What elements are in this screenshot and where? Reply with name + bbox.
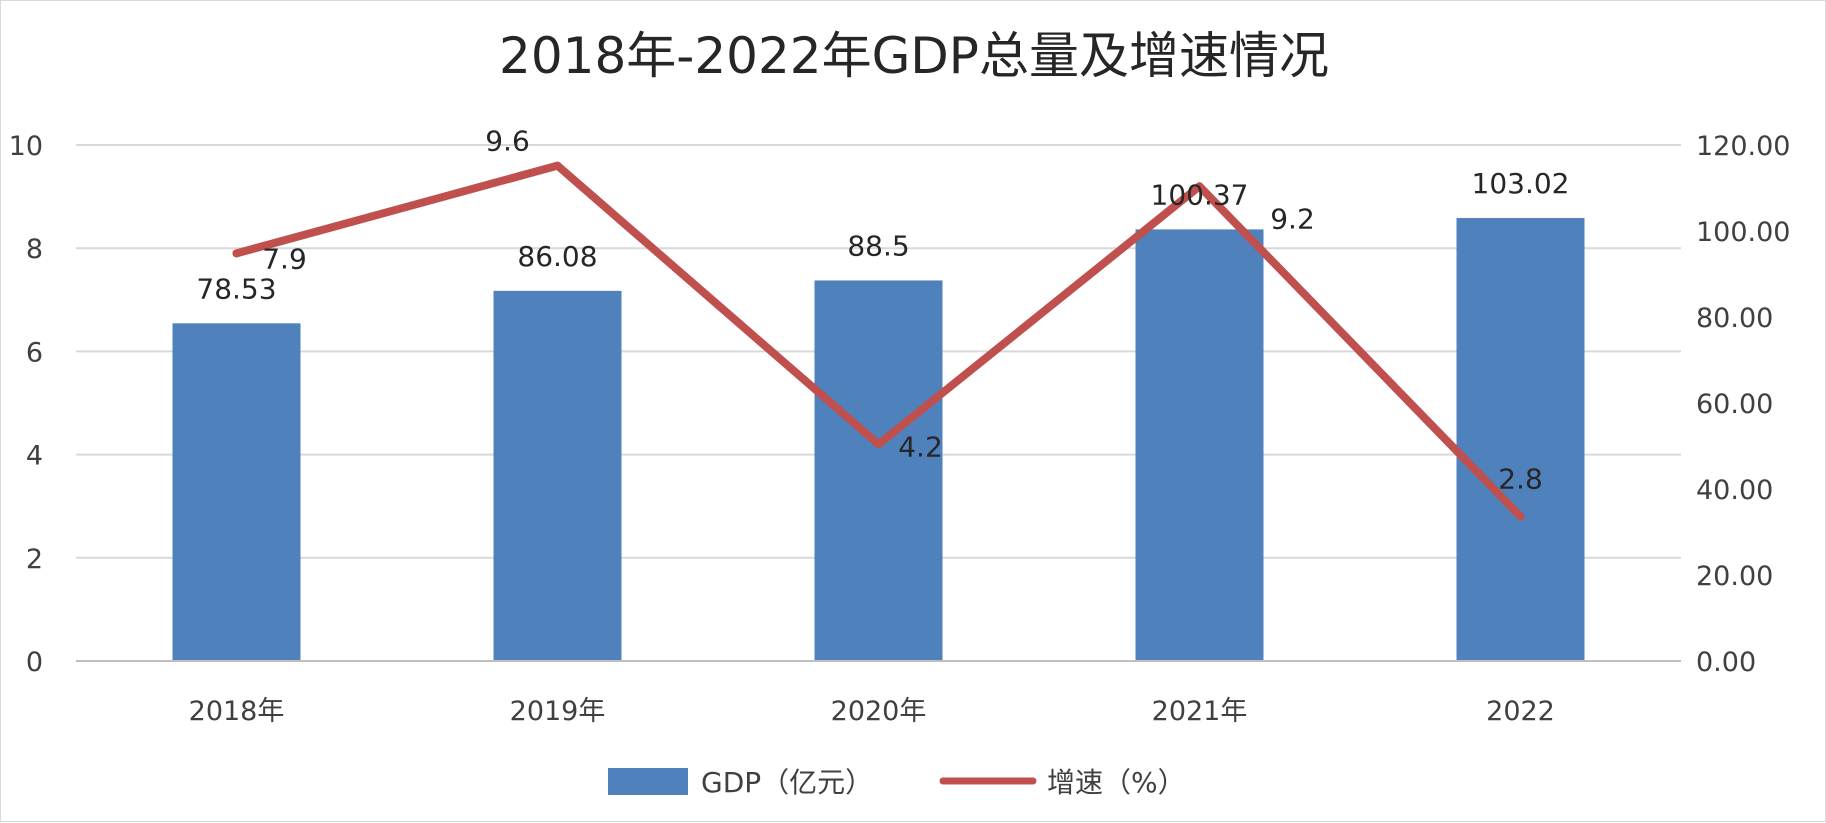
left-axis-tick-label: 4	[26, 441, 43, 472]
legend: GDP（亿元） 增速（%）	[608, 766, 1186, 799]
bar-data-label: 103.02	[1472, 167, 1570, 200]
axes-layer: 02468100.0020.0040.0060.0080.00100.00120…	[9, 131, 1791, 727]
bar-data-label: 100.37	[1151, 178, 1249, 211]
chart-title: 2018年-2022年GDP总量及增速情况	[499, 27, 1329, 85]
line-point	[1195, 182, 1204, 191]
left-axis-tick-label: 8	[26, 234, 43, 265]
x-axis-tick-label: 2019年	[510, 696, 606, 727]
left-axis-tick-label: 10	[9, 131, 43, 162]
x-axis-tick-label: 2022	[1486, 696, 1555, 727]
right-axis-tick-label: 120.00	[1696, 131, 1790, 162]
bar	[814, 280, 943, 661]
bars-layer	[172, 218, 1585, 661]
bar-data-label: 86.08	[517, 240, 597, 273]
line-data-label: 7.9	[262, 242, 307, 275]
right-axis-tick-label: 20.00	[1696, 561, 1773, 592]
right-axis-tick-label: 0.00	[1696, 647, 1756, 678]
bar-data-label: 78.53	[196, 272, 276, 305]
right-axis-tick-label: 40.00	[1696, 475, 1773, 506]
line-data-label: 2.8	[1498, 463, 1543, 496]
left-axis-tick-label: 2	[26, 544, 43, 575]
labels-layer: 78.53 86.08 88.5 100.37 103.02 7.9 9.6 4.2 9.2 2.…	[196, 125, 1569, 496]
line-data-label: 9.6	[485, 125, 530, 158]
line-layer	[232, 161, 1525, 521]
x-axis-tick-label: 2018年	[189, 696, 285, 727]
line-point	[874, 440, 883, 449]
legend-growth-label: 增速（%）	[1047, 766, 1186, 799]
x-axis-tick-label: 2020年	[831, 696, 927, 727]
right-axis-tick-label: 80.00	[1696, 303, 1773, 334]
right-axis-tick-label: 60.00	[1696, 389, 1773, 420]
bar	[172, 323, 301, 661]
legend-gdp-label: GDP（亿元）	[701, 766, 873, 799]
bar	[1456, 218, 1585, 661]
x-axis-tick-label: 2021年	[1152, 696, 1248, 727]
right-axis-tick-label: 100.00	[1696, 217, 1790, 248]
bar-data-label: 88.5	[847, 229, 909, 262]
bar	[493, 290, 622, 661]
line-point	[1516, 512, 1525, 521]
line-point	[232, 249, 241, 258]
legend-gdp-swatch	[608, 768, 688, 795]
line-point	[553, 161, 562, 170]
bar	[1135, 229, 1264, 661]
line-data-label: 9.2	[1270, 202, 1315, 235]
left-axis-tick-label: 0	[26, 647, 43, 678]
left-axis-tick-label: 6	[26, 337, 43, 368]
line-data-label: 4.2	[898, 430, 943, 463]
